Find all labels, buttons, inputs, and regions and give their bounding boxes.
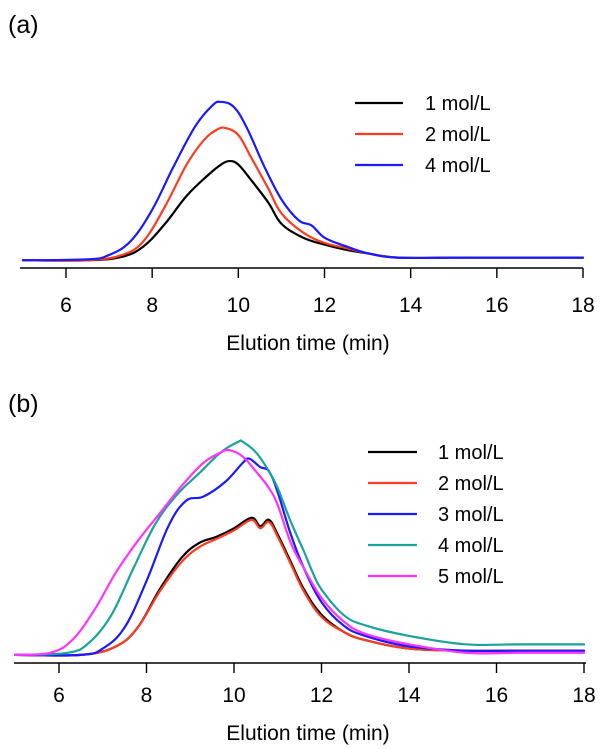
panel-a-series-line-2 bbox=[21, 126, 585, 262]
panel-b-series-line-2 bbox=[14, 518, 586, 657]
panel-b-x-axis-title: Elution time (min) bbox=[226, 722, 389, 745]
panel-a-x-tick-label-6: 6 bbox=[60, 294, 72, 317]
panel-b-x-ticks: 6 8 10 12 14 16 18 bbox=[53, 663, 596, 707]
panel-a-x-tick-label-8: 8 bbox=[146, 294, 158, 317]
panel-b-label: (b) bbox=[8, 390, 39, 418]
panel-b-plot-area bbox=[14, 439, 586, 657]
panel-b-x-tick-label-8: 8 bbox=[141, 684, 153, 707]
panel-a-legend-label-2: 2 mol/L bbox=[425, 124, 491, 146]
panel-b-legend-label-4: 4 mol/L bbox=[438, 535, 504, 557]
panel-a-x-tick-label-10: 10 bbox=[227, 294, 250, 317]
panel-b-legend-label-2: 2 mol/L bbox=[438, 473, 504, 495]
panel-a-legend-label-1: 1 mol/L bbox=[425, 93, 491, 115]
panel-a-plot-area bbox=[21, 100, 585, 262]
panel-b-series-line-4 bbox=[14, 439, 586, 656]
panel-b-series-line-3 bbox=[14, 457, 586, 657]
panel-b-x-tick-label-10: 10 bbox=[222, 684, 245, 707]
panel-a-x-tick-label-18: 18 bbox=[571, 294, 594, 317]
panel-a: (a) 6 8 10 12 14 16 18 Elution time (min) 1 mo… bbox=[8, 11, 595, 355]
panel-b: (b) 6 8 10 12 14 16 18 Elution time (min) 1 mo… bbox=[8, 390, 596, 745]
panel-b-x-tick-label-6: 6 bbox=[53, 684, 65, 707]
panel-a-series-line-1 bbox=[21, 159, 585, 262]
panel-b-x-tick-label-18: 18 bbox=[572, 684, 595, 707]
panel-a-legend-label-3: 4 mol/L bbox=[425, 155, 491, 177]
panel-a-series-line-3 bbox=[21, 100, 585, 262]
panel-b-legend-label-3: 3 mol/L bbox=[438, 504, 504, 526]
panel-b-series-line-5 bbox=[14, 448, 586, 656]
panel-b-legend: 1 mol/L 2 mol/L 3 mol/L 4 mol/L 5 mol/L bbox=[368, 442, 504, 588]
panel-a-x-tick-label-14: 14 bbox=[399, 294, 423, 317]
panel-b-legend-label-1: 1 mol/L bbox=[438, 442, 504, 464]
panel-a-x-ticks: 6 8 10 12 14 16 18 bbox=[60, 268, 595, 317]
panel-a-label: (a) bbox=[8, 11, 39, 39]
panel-b-x-tick-label-14: 14 bbox=[397, 684, 421, 707]
panel-b-x-tick-label-16: 16 bbox=[485, 684, 508, 707]
panel-b-x-tick-label-12: 12 bbox=[310, 684, 333, 707]
panel-a-legend: 1 mol/L 2 mol/L 4 mol/L bbox=[355, 93, 491, 177]
panel-b-legend-label-5: 5 mol/L bbox=[438, 566, 504, 588]
panel-a-x-tick-label-12: 12 bbox=[313, 294, 336, 317]
panel-a-x-tick-label-16: 16 bbox=[485, 294, 508, 317]
panel-a-x-axis-title: Elution time (min) bbox=[226, 332, 389, 355]
